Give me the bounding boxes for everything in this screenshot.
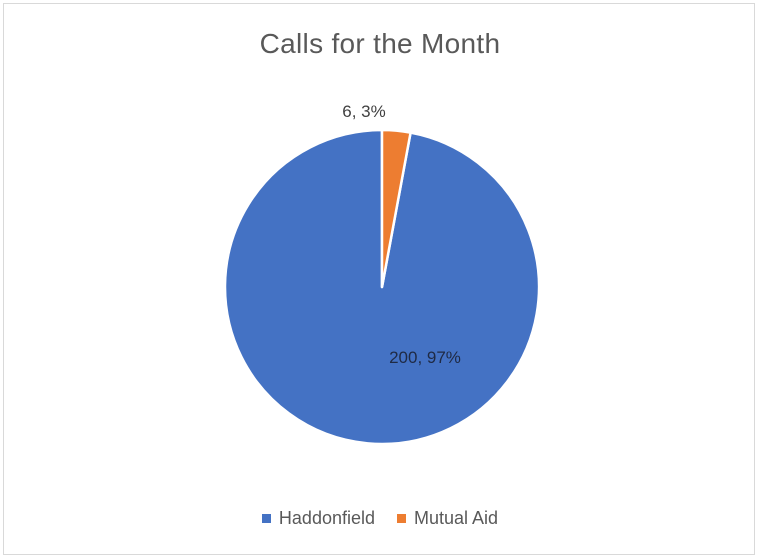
legend-label-mutual-aid: Mutual Aid xyxy=(414,508,499,528)
legend-swatch-mutual-aid xyxy=(397,514,406,523)
pie-slice-mutual-aid xyxy=(380,128,412,289)
chart-title: Calls for the Month xyxy=(259,28,501,59)
legend-item-haddonfield: Haddonfield xyxy=(261,508,375,529)
data-label-haddonfield: 200, 97% xyxy=(389,348,461,367)
pie-slices xyxy=(223,128,541,446)
legend-label-haddonfield: Haddonfield xyxy=(278,508,375,528)
legend-swatch-haddonfield xyxy=(261,514,271,523)
data-label-mutual-aid: 6, 3% xyxy=(342,102,385,121)
pie-data-labels: 200, 97% 6, 3% xyxy=(342,102,461,367)
legend-item-mutual-aid: Mutual Aid xyxy=(397,508,498,529)
chart-legend: Haddonfield Mutual Aid xyxy=(0,508,760,529)
